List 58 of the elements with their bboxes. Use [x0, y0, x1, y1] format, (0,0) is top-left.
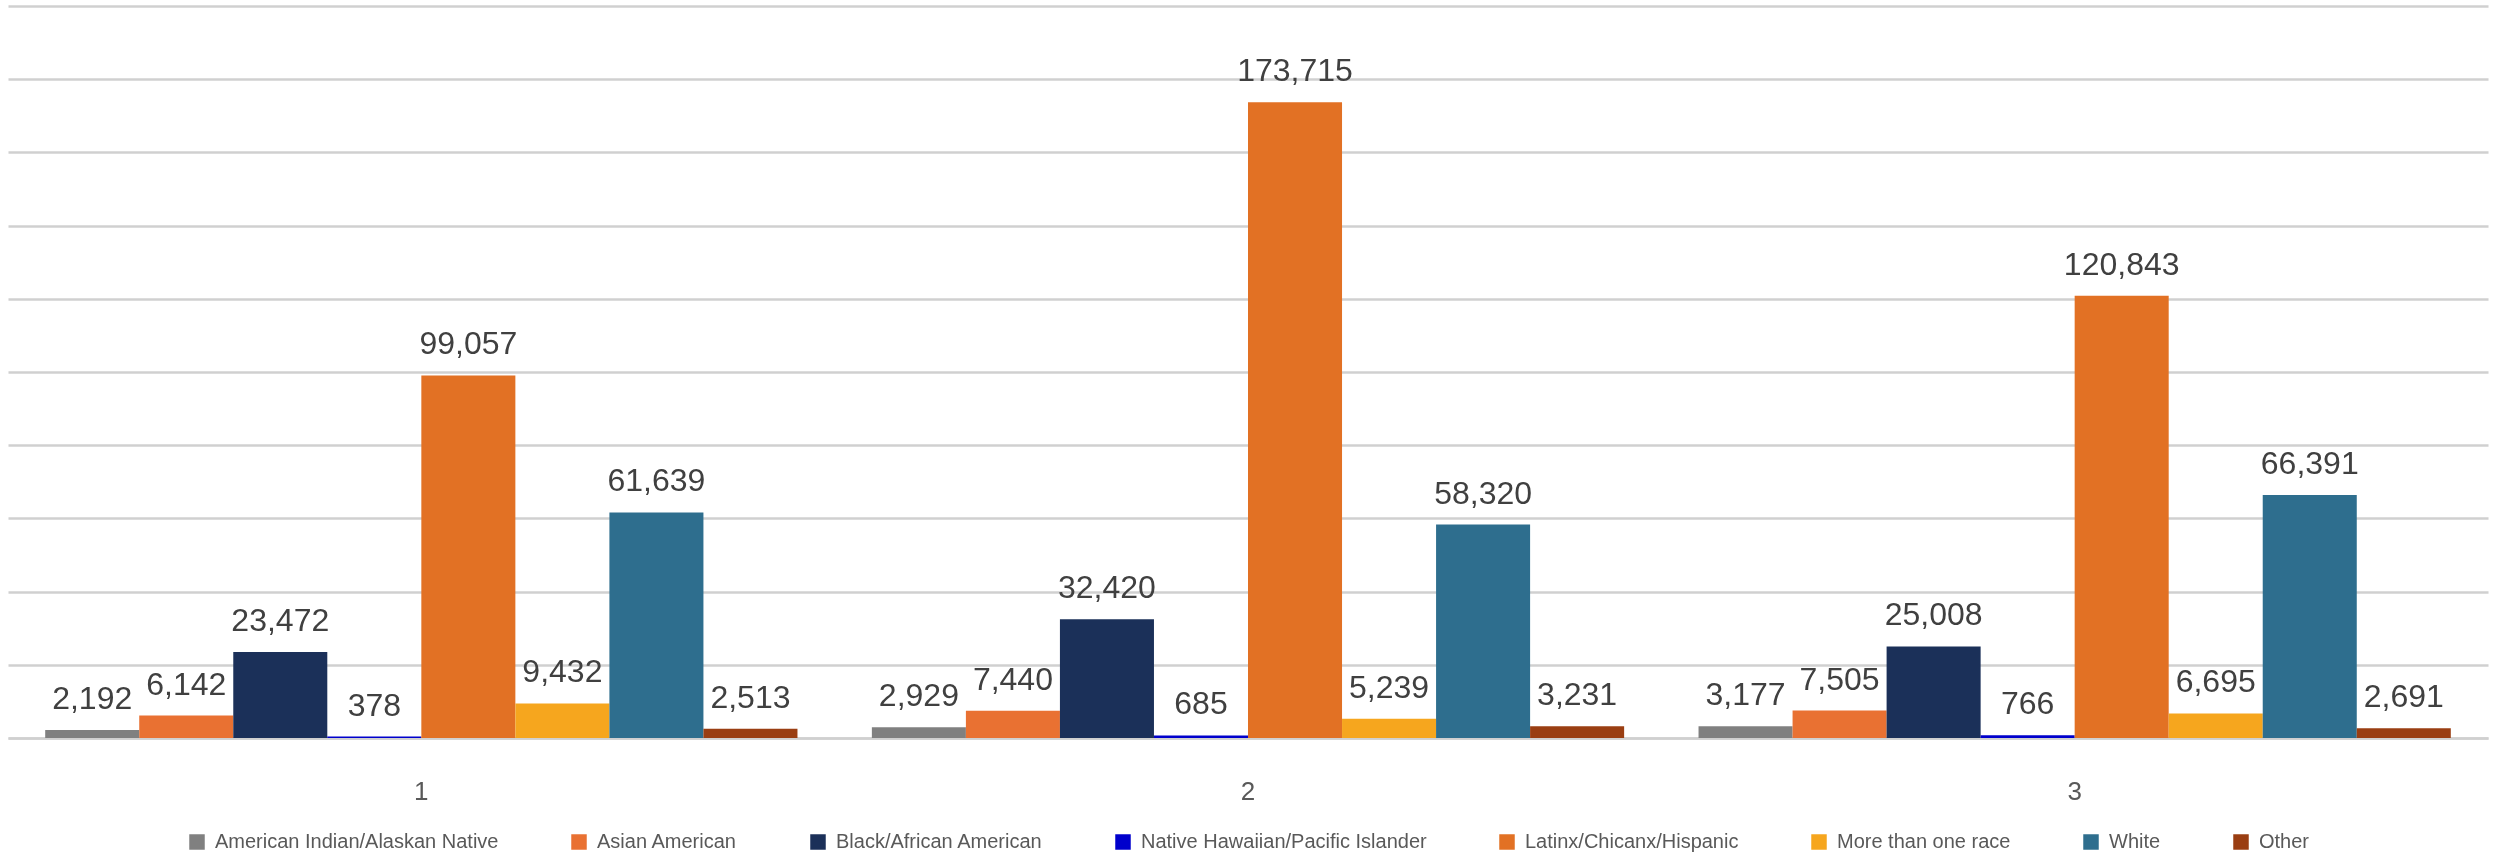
bar: [1530, 726, 1625, 738]
data-label: 61,639: [607, 462, 706, 499]
data-label: 58,320: [1434, 474, 1533, 511]
bar: [233, 652, 328, 738]
bar: [1980, 735, 2075, 738]
bar: [965, 710, 1060, 738]
data-label: 7,440: [972, 660, 1053, 697]
data-label: 3,231: [1537, 676, 1618, 713]
data-label: 7,505: [1799, 660, 1880, 697]
data-label: 2,513: [710, 678, 791, 715]
bar: [1698, 726, 1793, 738]
data-label: 6,142: [146, 665, 227, 702]
legend-label: Black/African American: [836, 830, 1042, 852]
bar: [1342, 718, 1437, 738]
data-label: 3,177: [1705, 676, 1786, 713]
bar: [1792, 710, 1887, 738]
bar: [2356, 728, 2451, 738]
legend-label: Native Hawaiian/Pacific Islander: [1141, 830, 1428, 852]
bar: [609, 512, 704, 738]
x-tick-label: 3: [2067, 775, 2082, 806]
bar: [703, 728, 798, 738]
legend-label: White: [2109, 830, 2161, 852]
data-label: 685: [1174, 685, 1228, 722]
legend-label: American Indian/Alaskan Native: [215, 830, 499, 852]
legend-label: More than one race: [1837, 830, 2011, 852]
data-label: 25,008: [1884, 596, 1983, 633]
x-tick-label: 1: [414, 775, 429, 806]
bar: [871, 727, 966, 738]
data-label: 9,432: [522, 653, 603, 690]
legend-label: Latinx/Chicanx/Hispanic: [1525, 830, 1739, 852]
bar: [139, 715, 234, 738]
bar: [2262, 495, 2357, 738]
data-label: 2,929: [878, 677, 959, 714]
data-label: 2,192: [52, 679, 133, 716]
data-label: 120,843: [2063, 245, 2180, 282]
data-label: 2,691: [2363, 678, 2444, 715]
data-label: 766: [2000, 685, 2055, 722]
data-label: 6,695: [2175, 663, 2256, 700]
bar: [2074, 295, 2169, 738]
data-label: 173,715: [1237, 52, 1353, 89]
data-label: 66,391: [2260, 445, 2359, 482]
bar: [1248, 102, 1343, 738]
bar: [2168, 713, 2263, 738]
bar: [1059, 619, 1154, 738]
data-label: 32,420: [1058, 569, 1156, 606]
data-label: 5,239: [1349, 668, 1430, 705]
data-label: 99,057: [419, 325, 518, 362]
data-label: 23,472: [231, 602, 330, 639]
bar: [515, 703, 610, 738]
bar: [421, 375, 516, 738]
legend-label: Asian American: [597, 830, 736, 852]
bar: [1886, 646, 1981, 738]
legend-label: Other: [2259, 830, 2310, 852]
bar: [1153, 735, 1248, 738]
data-label: 378: [347, 686, 402, 723]
x-tick-label: 2: [1240, 775, 1256, 806]
bar: [1436, 524, 1531, 738]
bar: [45, 729, 140, 738]
